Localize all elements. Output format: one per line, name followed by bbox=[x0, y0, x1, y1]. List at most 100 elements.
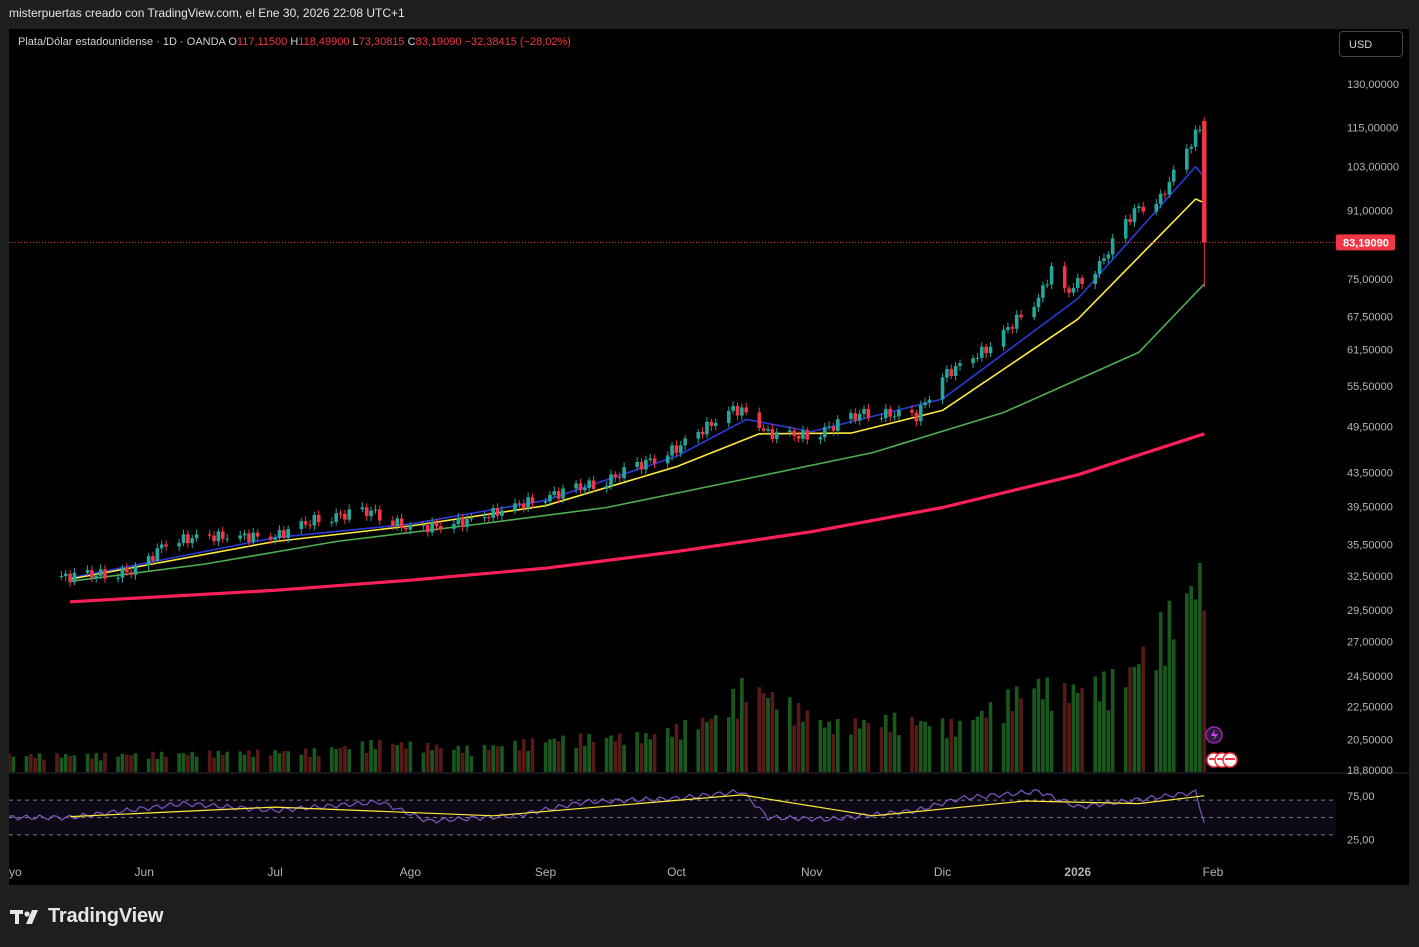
candle-body bbox=[761, 428, 766, 431]
candle-body bbox=[282, 530, 286, 538]
volume-bar bbox=[303, 748, 308, 772]
volume-bar bbox=[59, 757, 64, 772]
moving-average-line bbox=[69, 283, 1205, 583]
candle-body bbox=[425, 524, 430, 533]
volume-bar bbox=[377, 739, 382, 772]
volume-bar bbox=[556, 741, 561, 772]
volume-bar bbox=[731, 688, 735, 772]
price-tick-label: 67,50000 bbox=[1347, 312, 1393, 324]
volume-layer bbox=[9, 563, 1207, 772]
volume-bar bbox=[1019, 698, 1023, 772]
candle-body bbox=[792, 430, 797, 436]
legend-change: −32,38415 (−28,02%) bbox=[464, 36, 571, 48]
candle-body bbox=[469, 518, 474, 520]
candle-body bbox=[159, 544, 164, 549]
candle-body bbox=[495, 508, 500, 516]
volume-bar bbox=[347, 749, 352, 772]
candle-body bbox=[1080, 277, 1084, 285]
flag-stripe-icon bbox=[1209, 758, 1219, 760]
candle-body bbox=[1071, 287, 1076, 293]
volume-bar bbox=[29, 753, 33, 772]
candle-body bbox=[578, 483, 583, 491]
candle-body bbox=[334, 513, 338, 522]
volume-bar bbox=[975, 716, 980, 772]
price-tick-label: 61,50000 bbox=[1347, 345, 1393, 357]
rsi-tick-label: 25,00 bbox=[1347, 834, 1375, 846]
candle-body bbox=[726, 410, 731, 423]
candle-body bbox=[255, 532, 260, 537]
candle-body bbox=[277, 530, 282, 538]
time-tick-label: yo bbox=[9, 865, 22, 879]
candle-body bbox=[801, 430, 805, 439]
candle-body bbox=[308, 524, 312, 526]
candle-body bbox=[434, 522, 439, 526]
volume-bar bbox=[1075, 692, 1080, 772]
candle-body bbox=[1014, 314, 1019, 329]
volume-bar bbox=[55, 753, 59, 772]
price-tick-label: 27,00000 bbox=[1347, 637, 1393, 649]
candle-body bbox=[678, 445, 683, 453]
candle-body bbox=[347, 509, 352, 520]
volume-bar bbox=[622, 744, 626, 772]
volume-bar bbox=[1080, 688, 1084, 772]
candle-body bbox=[910, 409, 914, 413]
candle-body bbox=[853, 413, 858, 421]
candle-body bbox=[705, 421, 709, 435]
volume-bar bbox=[910, 716, 914, 772]
chart-svg[interactable]: 130,00000 115,00000 103,00000 91,00000 75,00… bbox=[9, 29, 1409, 885]
candle-body bbox=[1075, 277, 1080, 288]
volume-bar bbox=[452, 749, 456, 772]
volume-bar bbox=[1171, 639, 1176, 772]
candle-body bbox=[713, 422, 718, 427]
volume-bar bbox=[678, 739, 683, 772]
candle-body bbox=[1158, 193, 1163, 204]
candle-body bbox=[408, 524, 413, 530]
volume-bar bbox=[399, 742, 404, 772]
volume-bar bbox=[33, 757, 37, 772]
volume-bar bbox=[822, 727, 827, 772]
volume-bar bbox=[836, 719, 840, 772]
flag-stripe-icon bbox=[1217, 758, 1227, 760]
candle-body bbox=[452, 523, 456, 529]
volume-bar bbox=[940, 718, 945, 772]
rsi-line bbox=[9, 789, 1205, 824]
candle-body bbox=[818, 437, 823, 440]
candle-body bbox=[181, 534, 186, 543]
volume-bar bbox=[1045, 677, 1050, 772]
candle-body bbox=[1123, 219, 1128, 239]
volume-bar bbox=[1167, 600, 1172, 772]
candle-body bbox=[953, 365, 958, 376]
volume-bar bbox=[1014, 686, 1019, 772]
chart-area[interactable]: 130,00000 115,00000 103,00000 91,00000 75,00… bbox=[9, 29, 1409, 885]
candle-body bbox=[709, 421, 714, 427]
rsi-ma-line bbox=[70, 794, 1205, 818]
volume-bar bbox=[914, 725, 919, 772]
volume-bar bbox=[774, 709, 779, 772]
candle-body bbox=[831, 426, 836, 431]
volume-bar bbox=[255, 749, 260, 772]
volume-bar bbox=[849, 734, 853, 772]
time-tick-label: Sep bbox=[535, 865, 557, 879]
volume-bar bbox=[495, 746, 500, 772]
price-tick-label: 43,50000 bbox=[1347, 467, 1393, 479]
volume-bar bbox=[918, 720, 923, 772]
volume-bar bbox=[268, 755, 273, 772]
candle-body bbox=[979, 346, 984, 358]
volume-bar bbox=[408, 741, 413, 772]
volume-bar bbox=[788, 697, 792, 772]
candle-body bbox=[696, 431, 701, 439]
volume-bar bbox=[308, 756, 312, 772]
volume-bar bbox=[242, 754, 247, 772]
volume-bar bbox=[561, 735, 565, 772]
candle-body bbox=[1189, 146, 1193, 149]
candle-body bbox=[460, 517, 465, 527]
volume-bar bbox=[42, 759, 46, 772]
volume-bar bbox=[696, 729, 701, 772]
volume-bar bbox=[316, 755, 321, 772]
candle-body bbox=[548, 494, 552, 502]
candle-body bbox=[212, 535, 216, 542]
volume-bar bbox=[124, 754, 129, 772]
candle-body bbox=[744, 407, 749, 413]
candle-body bbox=[740, 407, 744, 416]
currency-button[interactable]: USD bbox=[1339, 31, 1403, 57]
